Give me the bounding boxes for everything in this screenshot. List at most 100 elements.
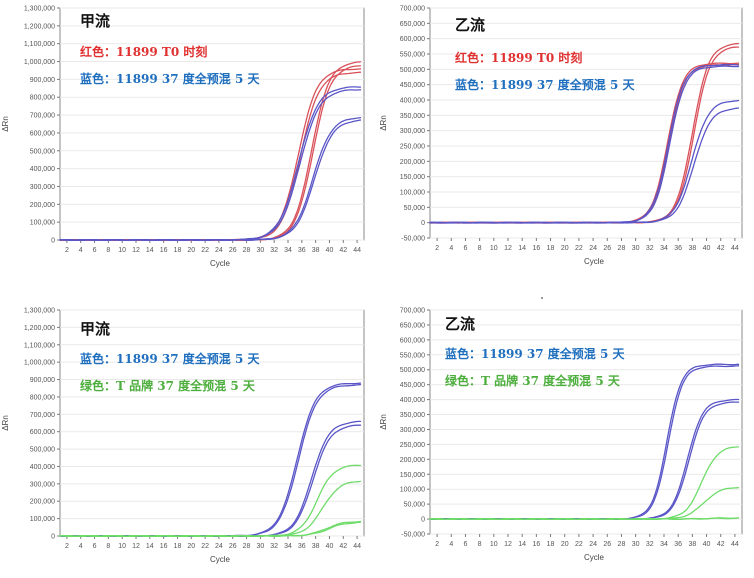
x-tick-label: 6	[93, 543, 97, 550]
x-tick-label: 14	[146, 247, 154, 254]
x-tick-label: 16	[160, 543, 168, 550]
x-tick-label: 18	[547, 541, 555, 548]
y-tick-label: 500,000	[400, 67, 425, 74]
x-tick-label: 40	[703, 245, 711, 252]
x-tick-label: 4	[449, 541, 453, 548]
x-tick-label: 38	[688, 245, 696, 252]
x-tick-label: 20	[187, 543, 195, 550]
legend-entry-blue: 蓝色：11899 37 度全预混 5 天	[80, 351, 261, 366]
x-tick-label: 32	[646, 541, 654, 548]
y-tick-label: 1,200,000	[24, 23, 55, 30]
plot-area	[429, 7, 743, 239]
y-axis-title: ΔRn	[379, 115, 388, 131]
y-tick-label: 400,000	[30, 464, 55, 471]
y-tick-label: 1,300,000	[24, 308, 55, 315]
y-axis-title: ΔRn	[1, 415, 10, 431]
x-tick-label: 30	[256, 543, 264, 550]
x-tick-label: 36	[298, 543, 306, 550]
x-tick-label: 34	[284, 247, 292, 254]
y-tick-label: 650,000	[400, 21, 425, 28]
legend-entry-blue: 蓝色：11899 37 度全预混 5 天	[445, 346, 626, 361]
x-tick-label: 2	[435, 541, 439, 548]
x-tick-label: 10	[490, 245, 498, 252]
y-tick-label: -50,000	[401, 236, 425, 243]
x-tick-label: 18	[174, 543, 182, 550]
y-tick-label: 700,000	[30, 412, 55, 419]
y-axis-title: ΔRn	[1, 116, 10, 132]
y-tick-label: 1,100,000	[24, 41, 55, 48]
chart-panel-influenza-a-brand-compare: 0 100,000 200,000 300,000 400,000 500,000 600,…	[0, 296, 376, 576]
amplification-curve-8	[59, 521, 362, 537]
y-tick-label: 300,000	[30, 184, 55, 191]
y-tick-label: 800,000	[30, 95, 55, 102]
x-tick-label: 10	[490, 541, 498, 548]
x-tick-label: 6	[93, 247, 97, 254]
y-tick-label: 450,000	[400, 382, 425, 389]
legend-entry-red: 红色：11899 T0 时刻	[80, 44, 207, 59]
x-tick-label: 24	[589, 245, 597, 252]
y-tick-label: 50,000	[404, 205, 426, 212]
x-tick-label: 22	[575, 245, 583, 252]
x-tick-label: 38	[312, 543, 320, 550]
y-tick-label: 150,000	[400, 472, 425, 479]
amplification-curve-8	[59, 119, 362, 241]
x-tick-label: 8	[106, 543, 110, 550]
y-tick-label: 250,000	[400, 144, 425, 151]
y-tick-label: 300,000	[30, 481, 55, 488]
y-tick-label: 600,000	[30, 130, 55, 137]
y-tick-label: 150,000	[400, 174, 425, 181]
chart-panel-influenza-b-t0: -50,000 0 50,000 100,000 150,000 200,000 250,0…	[378, 0, 754, 280]
x-axis-title: Cycle	[584, 553, 605, 562]
x-tick-label: 18	[174, 247, 182, 254]
y-tick-label: 550,000	[400, 52, 425, 59]
y-tick-label: 800,000	[30, 394, 55, 401]
x-axis-title: Cycle	[210, 259, 231, 268]
y-tick-label: 400,000	[30, 166, 55, 173]
y-tick-label: 600,000	[30, 429, 55, 436]
y-tick-label: 700,000	[30, 113, 55, 120]
y-tick-label: 100,000	[30, 220, 55, 227]
y-tick-label: 500,000	[30, 447, 55, 454]
y-tick-label: 200,000	[400, 159, 425, 166]
y-tick-label: 350,000	[400, 412, 425, 419]
y-tick-label: 0	[51, 534, 55, 541]
x-tick-label: 22	[575, 541, 583, 548]
y-tick-label: 100,000	[30, 516, 55, 523]
x-tick-label: 8	[478, 541, 482, 548]
x-tick-label: 28	[618, 245, 626, 252]
legend-entry-green: 绿色：T 品牌 37 度全预混 5 天	[445, 373, 621, 388]
y-tick-label: 600,000	[400, 337, 425, 344]
x-tick-label: 16	[532, 245, 540, 252]
x-tick-label: 34	[660, 541, 668, 548]
x-tick-label: 36	[674, 541, 682, 548]
x-tick-label: 22	[201, 247, 209, 254]
y-tick-label: 1,000,000	[24, 59, 55, 66]
legend-entry-blue: 蓝色：11899 37 度全预混 5 天	[80, 71, 261, 86]
x-tick-label: 26	[229, 543, 237, 550]
y-tick-label: 650,000	[400, 322, 425, 329]
plot-area	[59, 7, 365, 241]
plot-area	[59, 309, 365, 537]
x-tick-label: 16	[160, 247, 168, 254]
chart-heading: 乙流	[455, 16, 485, 34]
x-tick-label: 36	[298, 247, 306, 254]
x-tick-label: 44	[731, 541, 739, 548]
x-tick-label: 42	[717, 541, 725, 548]
x-tick-label: 30	[632, 541, 640, 548]
y-tick-label: 100,000	[400, 487, 425, 494]
chart-heading: 乙流	[445, 315, 475, 333]
x-tick-label: 12	[504, 245, 512, 252]
y-tick-label: 350,000	[400, 113, 425, 120]
x-tick-label: 14	[518, 541, 526, 548]
x-tick-label: 12	[132, 247, 140, 254]
amplification-chart: -50,000 0 50,000 100,000 150,000 200,000 250,0…	[379, 6, 743, 266]
x-tick-label: 40	[703, 541, 711, 548]
chart-panel-influenza-a-t0: 0 100,000 200,000 300,000 400,000 500,000 600,…	[0, 0, 376, 280]
x-tick-label: 4	[449, 245, 453, 252]
y-tick-label: 700,000	[400, 6, 425, 13]
x-tick-label: 2	[65, 543, 69, 550]
amplification-chart: -50,000 0 50,000 100,000 150,000 200,000 250,0…	[379, 308, 743, 562]
x-axis-title: Cycle	[584, 257, 605, 266]
y-tick-label: 700,000	[400, 308, 425, 315]
x-tick-label: 26	[229, 247, 237, 254]
